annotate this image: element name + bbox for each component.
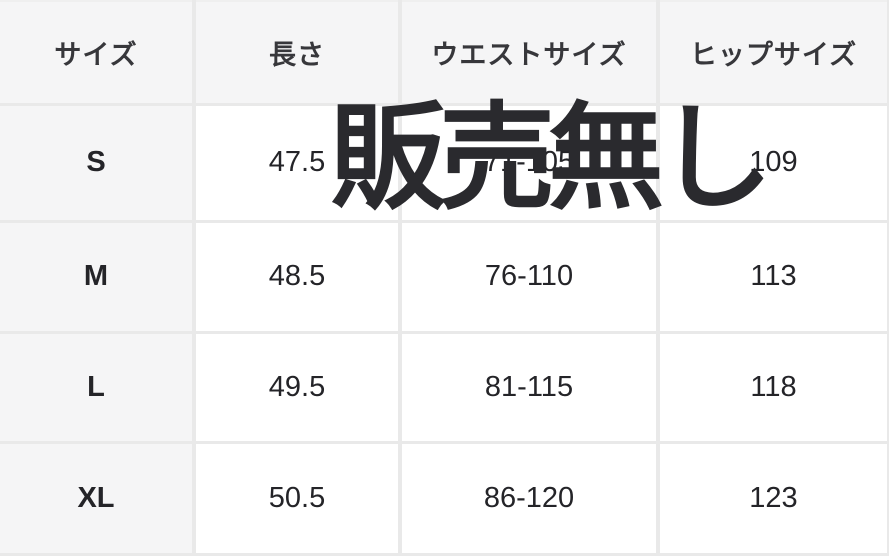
waist-cell: 76-110: [398, 219, 660, 334]
waist-cell: 71-105: [398, 102, 660, 223]
header-row: サイズ 長さ ウエストサイズ ヒップサイズ: [0, 0, 889, 106]
size-cell: XL: [0, 440, 196, 556]
size-cell: L: [0, 330, 196, 444]
waist-cell: 81-115: [398, 330, 660, 444]
table-row-l: L 49.5 81-115 118: [0, 330, 889, 444]
hip-cell: 109: [656, 102, 889, 223]
no-sale-watermark: 販売無し: [330, 93, 773, 223]
table-row-xl: XL 50.5 86-120 123: [0, 440, 889, 556]
length-cell: 50.5: [192, 440, 402, 556]
hip-cell: 123: [656, 440, 889, 556]
column-header-hip: ヒップサイズ: [656, 0, 889, 106]
hip-cell: 113: [656, 219, 889, 334]
length-cell: 48.5: [192, 219, 402, 334]
waist-cell: 86-120: [398, 440, 660, 556]
table-row-s: S 47.5 71-105 109: [0, 102, 889, 223]
length-cell: 49.5: [192, 330, 402, 444]
size-cell: S: [0, 102, 196, 223]
column-header-length: 長さ: [192, 0, 402, 106]
column-header-waist: ウエストサイズ: [398, 0, 660, 106]
length-cell: 47.5: [192, 102, 402, 223]
table-row-m: M 48.5 76-110 113: [0, 219, 889, 334]
hip-cell: 118: [656, 330, 889, 444]
size-cell: M: [0, 219, 196, 334]
column-header-size: サイズ: [0, 0, 196, 106]
